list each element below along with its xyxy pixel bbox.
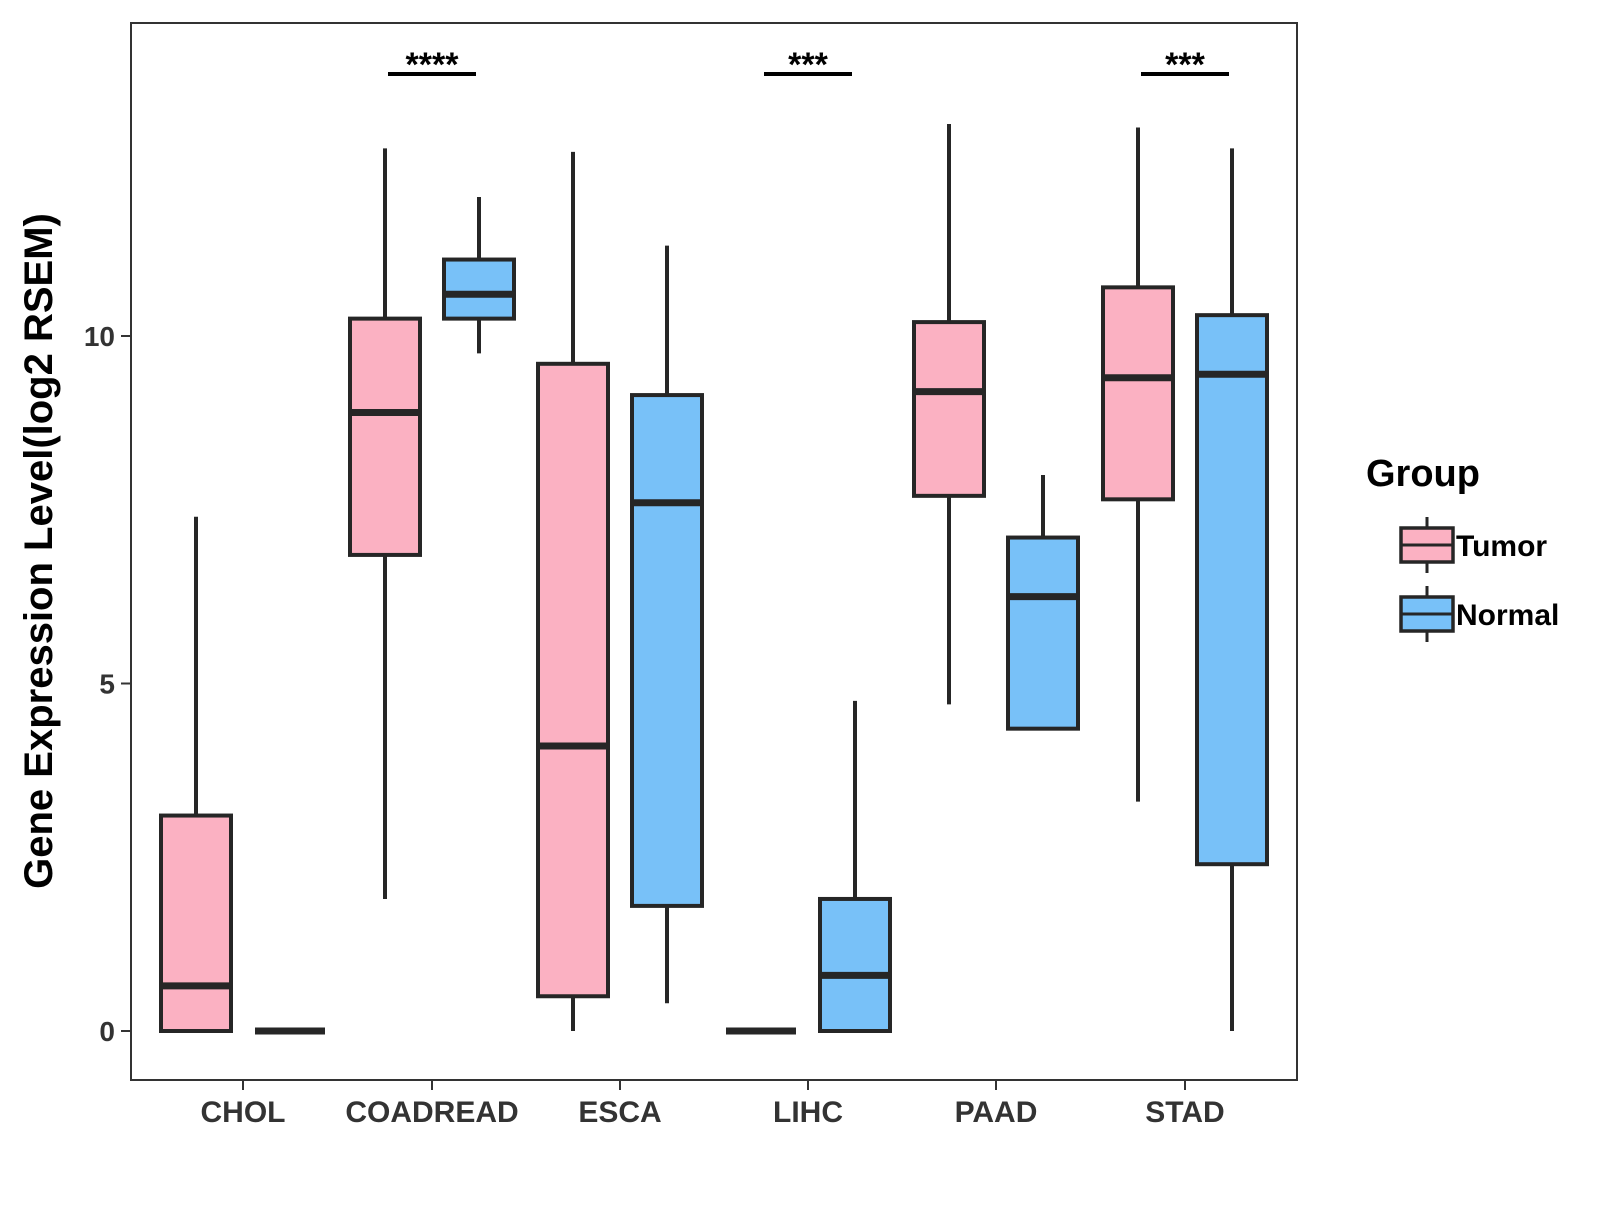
- box-tumor-stad: [1101, 127, 1175, 802]
- x-tick-label: CHOL: [201, 1096, 286, 1129]
- significance-layer: **** *** ***: [388, 46, 1229, 84]
- y-axis-label: Gene Expression Level(log2 RSEM): [17, 213, 61, 889]
- y-tick-label: 10: [84, 321, 115, 352]
- x-tick-label: COADREAD: [345, 1096, 518, 1129]
- box-tumor-chol: [159, 516, 233, 1033]
- box-tumor-coadread: [348, 148, 422, 899]
- legend-label: Tumor: [1456, 530, 1547, 563]
- box-normal-stad: [1195, 148, 1269, 1031]
- x-tick-label: LIHC: [773, 1096, 843, 1129]
- x-axis: CHOL COADREAD ESCA LIHC PAAD STAD: [201, 1080, 1225, 1129]
- box-normal-coadread: [442, 197, 516, 354]
- y-axis: 0 5 10: [84, 321, 131, 1047]
- legend-title: Group: [1366, 453, 1480, 495]
- y-tick-label: 0: [99, 1016, 115, 1047]
- x-tick-label: ESCA: [578, 1096, 661, 1129]
- legend-label: Normal: [1456, 599, 1559, 632]
- boxes-layer: [159, 124, 1269, 1035]
- y-tick-label: 5: [99, 669, 115, 700]
- box-tumor-esca: [536, 151, 610, 1031]
- significance-label: ***: [788, 46, 828, 84]
- iqr-box: [818, 896, 892, 1034]
- iqr-box: [1006, 535, 1080, 731]
- iqr-box: [536, 361, 610, 999]
- box-tumor-paad: [912, 124, 986, 705]
- iqr-box: [1101, 285, 1175, 502]
- legend-entry-normal: Normal: [1399, 586, 1559, 642]
- box-normal-esca: [630, 245, 704, 1004]
- iqr-box: [1195, 313, 1269, 867]
- legend-entry-tumor: Tumor: [1399, 517, 1547, 573]
- iqr-box: [630, 393, 704, 908]
- plot-panel-border: [130, 22, 1298, 1081]
- box-normal-lihc: [818, 700, 892, 1034]
- significance-label: ****: [406, 46, 460, 84]
- iqr-box: [442, 257, 516, 321]
- box-normal-paad: [1006, 475, 1080, 731]
- x-tick-label: PAAD: [955, 1096, 1038, 1129]
- x-tick-label: STAD: [1145, 1096, 1224, 1129]
- iqr-box: [348, 316, 422, 557]
- iqr-box: [159, 813, 233, 1033]
- iqr-box: [912, 320, 986, 498]
- significance-label: ***: [1165, 46, 1205, 84]
- legend: Group Tumor Normal: [1366, 453, 1559, 642]
